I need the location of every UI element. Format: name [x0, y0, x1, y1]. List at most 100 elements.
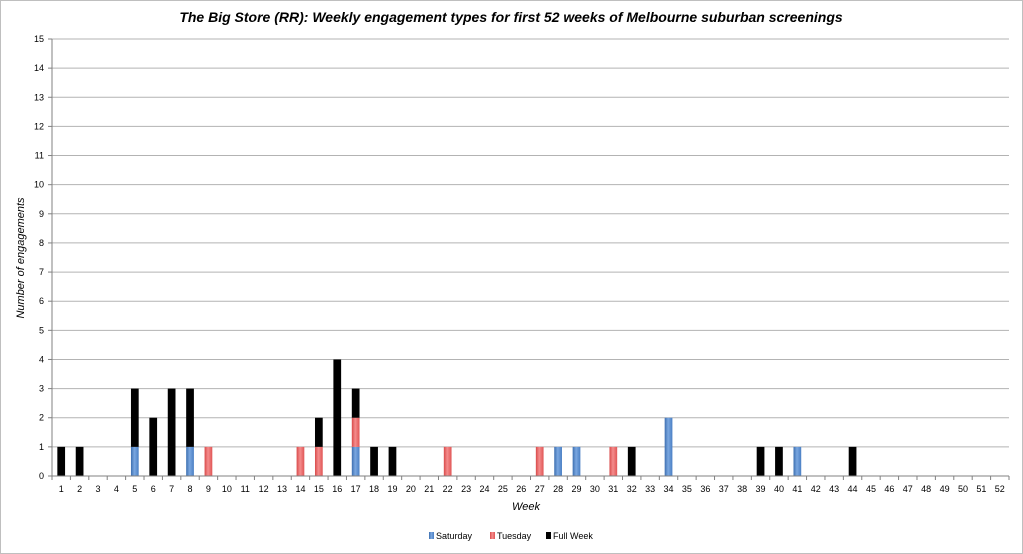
bar-saturday-week-17 — [351, 446, 360, 476]
bar-saturday-week-34 — [664, 417, 673, 476]
x-tick-label: 42 — [811, 484, 821, 494]
y-tick-label: 5 — [39, 325, 44, 335]
bar-saturday-week-28 — [554, 446, 562, 476]
x-tick-label: 46 — [884, 484, 894, 494]
x-tick-label: 21 — [424, 484, 434, 494]
y-tick-label: 7 — [39, 267, 44, 277]
bar-tuesday-week-17 — [351, 417, 360, 447]
axes — [51, 39, 1010, 480]
y-tick-label: 13 — [34, 92, 44, 102]
bar-full-week-week-15 — [314, 417, 323, 447]
bar-saturday-week-5 — [130, 446, 139, 476]
bar-full-week-week-8 — [186, 388, 194, 447]
x-tick-label: 6 — [151, 484, 156, 494]
x-tick-label: 37 — [719, 484, 729, 494]
y-tick-label: 12 — [34, 121, 44, 131]
bar-full-week-week-32 — [627, 446, 636, 476]
legend: Saturday Tuesday Full Week — [429, 531, 593, 541]
x-tick-label: 36 — [700, 484, 710, 494]
bar-full-week-week-1 — [57, 446, 66, 476]
legend-label-full-week: Full Week — [553, 531, 593, 541]
x-tick-label: 23 — [461, 484, 471, 494]
y-tick-label: 14 — [34, 63, 44, 73]
bar-full-week-week-44 — [848, 446, 857, 476]
x-tick-label: 30 — [590, 484, 600, 494]
bar-tuesday-week-9 — [204, 446, 213, 476]
bar-tuesday-week-31 — [609, 446, 618, 476]
x-tick-label: 43 — [829, 484, 839, 494]
x-tick-label: 12 — [259, 484, 269, 494]
bar-full-week-week-16 — [333, 359, 342, 476]
x-tick-label: 51 — [976, 484, 986, 494]
bar-saturday-week-29 — [572, 446, 581, 476]
x-tick-label: 25 — [498, 484, 508, 494]
x-tick-label: 50 — [958, 484, 968, 494]
bar-full-week-week-39 — [756, 446, 765, 476]
x-tick-label: 35 — [682, 484, 692, 494]
x-tick-label: 33 — [645, 484, 655, 494]
x-tick-label: 4 — [114, 484, 119, 494]
x-tick-label: 20 — [406, 484, 416, 494]
x-tick-label: 22 — [443, 484, 453, 494]
x-tick-label: 3 — [96, 484, 101, 494]
x-tick-label: 8 — [188, 484, 193, 494]
x-tick-label: 9 — [206, 484, 211, 494]
bar-full-week-week-7 — [167, 388, 176, 476]
x-tick-label: 38 — [737, 484, 747, 494]
bar-full-week-week-19 — [388, 446, 397, 476]
bar-tuesday-week-15 — [314, 446, 323, 476]
x-tick-labels: 1 2 3 4 5 6 7 8 9 10 11 12 13 14 15 16 17 18 19 20 21 22 23 24 2… — [59, 484, 1005, 494]
x-tick-label: 28 — [553, 484, 563, 494]
y-tick-label: 15 — [34, 34, 44, 44]
x-tick-label: 2 — [77, 484, 82, 494]
x-tick-label: 29 — [572, 484, 582, 494]
y-tick-label: 11 — [35, 151, 44, 161]
x-tick-label: 45 — [866, 484, 876, 494]
legend-swatch-saturday — [429, 532, 434, 539]
bar-full-week-week-18 — [370, 446, 378, 476]
x-tick-label: 10 — [222, 484, 232, 494]
x-tick-label: 15 — [314, 484, 324, 494]
x-tick-label: 19 — [387, 484, 397, 494]
x-tick-label: 24 — [479, 484, 489, 494]
x-tick-label: 17 — [351, 484, 361, 494]
y-tick-label: 6 — [39, 296, 44, 306]
x-tick-label: 1 — [59, 484, 64, 494]
y-tick-label: 10 — [34, 180, 44, 190]
x-tick-label: 14 — [295, 484, 305, 494]
x-tick-label: 47 — [903, 484, 913, 494]
x-tick-label: 34 — [664, 484, 674, 494]
x-tick-label: 7 — [169, 484, 174, 494]
x-tick-label: 16 — [332, 484, 342, 494]
y-tick-label: 0 — [39, 471, 44, 481]
x-axis-label: Week — [512, 501, 540, 513]
legend-label-tuesday: Tuesday — [497, 531, 532, 541]
bars — [57, 359, 857, 476]
bar-full-week-week-2 — [75, 446, 84, 476]
bar-full-week-week-40 — [775, 446, 783, 476]
x-tick-label: 40 — [774, 484, 784, 494]
x-tick-label: 5 — [132, 484, 137, 494]
x-tick-label: 11 — [241, 484, 250, 494]
x-tick-label: 44 — [848, 484, 858, 494]
x-tick-label: 49 — [940, 484, 950, 494]
x-tick-label: 13 — [277, 484, 287, 494]
y-tick-label: 4 — [39, 354, 44, 364]
bar-full-week-week-17 — [351, 388, 360, 418]
x-tick-label: 27 — [535, 484, 545, 494]
x-tick-label: 32 — [627, 484, 637, 494]
bar-tuesday-week-22 — [443, 446, 452, 476]
chart-title: The Big Store (RR): Weekly engagement ty… — [179, 9, 843, 25]
y-tick-label: 3 — [39, 384, 44, 394]
y-tick-label: 2 — [39, 413, 44, 423]
x-tick-label: 39 — [756, 484, 766, 494]
legend-label-saturday: Saturday — [436, 531, 473, 541]
x-tick-label: 18 — [369, 484, 379, 494]
bar-saturday-week-41 — [793, 446, 802, 476]
x-tick-label: 31 — [608, 484, 618, 494]
legend-swatch-tuesday — [490, 532, 495, 539]
x-tick-label: 41 — [792, 484, 802, 494]
y-tick-label: 8 — [39, 238, 44, 248]
